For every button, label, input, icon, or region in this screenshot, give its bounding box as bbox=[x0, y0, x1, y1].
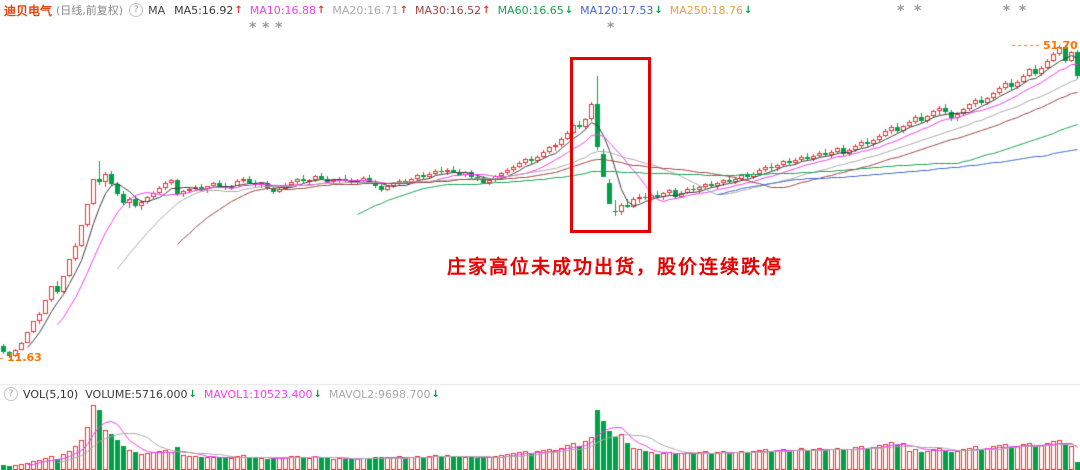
chart-header: 迪贝电气 (日线,前复权) ? MA MA5:16.92 ↑ MA10:16.88… bbox=[4, 2, 752, 18]
ma60-trend-arrow: ↓ bbox=[564, 4, 574, 16]
event-marker-icon[interactable]: * bbox=[1003, 3, 1011, 19]
highlight-box bbox=[570, 57, 651, 233]
mavol1-trend-arrow: ↓ bbox=[313, 388, 322, 400]
event-marker-icon[interactable]: * bbox=[607, 20, 615, 36]
ma250-value: MA250:18.76 bbox=[669, 3, 743, 17]
ma20-value: MA20:16.71 bbox=[332, 3, 399, 17]
ma10-trend-arrow: ↑ bbox=[316, 4, 326, 16]
event-marker-icon[interactable]: * bbox=[262, 20, 270, 36]
ma5-value: MA5:16.92 bbox=[174, 3, 234, 17]
ma60-value: MA60:16.65 bbox=[497, 3, 564, 17]
mavol1-value: MAVOL1:10523.400 bbox=[203, 387, 313, 401]
ma250-trend-arrow: ↓ bbox=[744, 4, 753, 16]
ma20-trend-arrow: ↑ bbox=[399, 4, 408, 16]
ma30-trend-arrow: ↑ bbox=[482, 4, 491, 16]
event-marker-icon[interactable]: * bbox=[897, 3, 905, 19]
volume-trend-arrow: ↓ bbox=[188, 388, 197, 400]
volume-header: ? VOL(5,10) VOLUME:5716.000 ↓ MAVOL1:1052… bbox=[4, 387, 440, 401]
ma120-trend-arrow: ↓ bbox=[654, 4, 663, 16]
ma-group-label: MA bbox=[148, 3, 166, 17]
ma120-value: MA120:17.53 bbox=[580, 3, 654, 17]
ma10-value: MA10:16.88 bbox=[249, 3, 316, 17]
event-marker-icon[interactable]: * bbox=[1019, 3, 1027, 19]
ma5-trend-arrow: ↑ bbox=[234, 4, 243, 16]
high-price-label: 51.70 bbox=[1043, 39, 1078, 52]
event-marker-icon[interactable]: * bbox=[275, 20, 283, 36]
mavol2-trend-arrow: ↓ bbox=[431, 388, 440, 400]
help-icon[interactable]: ? bbox=[129, 3, 144, 17]
volume-value: VOLUME:5716.000 bbox=[85, 387, 188, 401]
ma30-value: MA30:16.52 bbox=[414, 3, 482, 17]
low-price-label: 11.63 bbox=[7, 351, 42, 364]
volume-indicator-label: VOL(5,10) bbox=[23, 387, 79, 401]
annotation-text: 庄家高位未成功出货，股价连续跌停 bbox=[447, 256, 784, 278]
event-marker-icon[interactable]: * bbox=[914, 3, 922, 19]
event-marker-icon[interactable]: * bbox=[249, 20, 257, 36]
stock-name: 迪贝电气 bbox=[4, 3, 53, 18]
volume-help-icon[interactable]: ? bbox=[4, 387, 18, 401]
chart-period-label: (日线,前复权) bbox=[56, 4, 124, 17]
mavol2-value: MAVOL2:9698.700 bbox=[328, 387, 431, 401]
